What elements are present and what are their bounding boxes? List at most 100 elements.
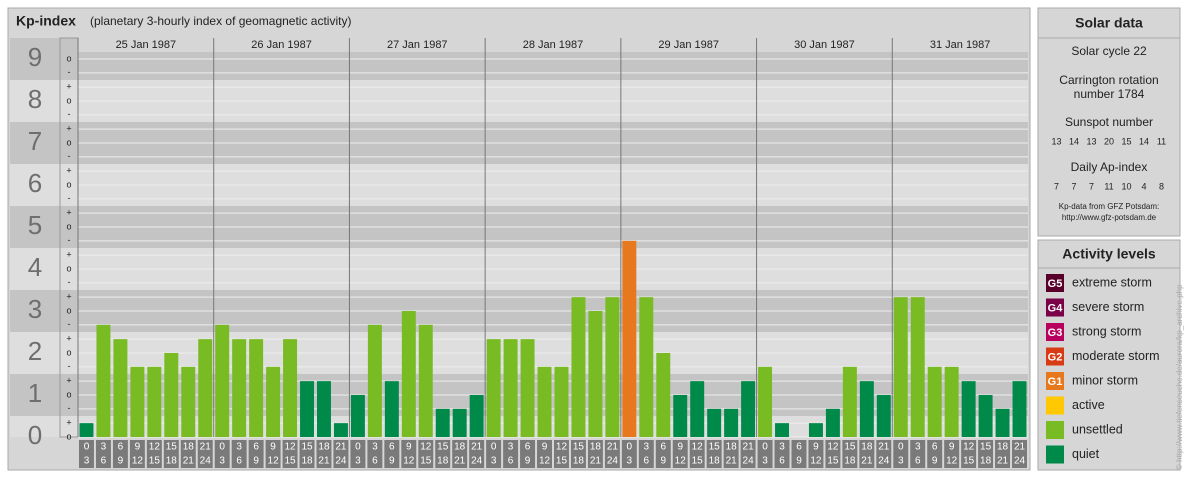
hour-box bbox=[537, 440, 552, 468]
hour-label: 21 bbox=[607, 442, 619, 453]
legend-badge: G2 bbox=[1048, 351, 1063, 363]
hour-box bbox=[825, 440, 841, 468]
hour-box bbox=[333, 440, 349, 468]
hour-label: 15 bbox=[827, 456, 839, 467]
minor-tick-label: - bbox=[68, 193, 71, 203]
bar bbox=[808, 423, 823, 437]
bar bbox=[96, 324, 111, 437]
sunspot-value: 11 bbox=[1157, 136, 1166, 146]
hour-label: 18 bbox=[844, 456, 856, 467]
hour-label: 15 bbox=[573, 442, 585, 453]
legend-swatch bbox=[1046, 421, 1064, 439]
solar-cycle: Solar cycle 22 bbox=[1071, 44, 1147, 58]
legend-label: moderate storm bbox=[1072, 349, 1160, 363]
y-tick-label: 0 bbox=[28, 420, 42, 450]
hour-box bbox=[486, 440, 502, 468]
hour-label: 3 bbox=[627, 456, 633, 467]
hour-label: 24 bbox=[335, 456, 347, 467]
bar bbox=[775, 423, 789, 437]
hour-label: 6 bbox=[389, 442, 395, 453]
legend-swatch bbox=[1046, 372, 1064, 390]
hour-box bbox=[248, 440, 264, 468]
hour-box bbox=[129, 440, 145, 468]
hour-box bbox=[757, 440, 773, 468]
hour-box bbox=[265, 440, 281, 468]
hour-label: 18 bbox=[437, 456, 449, 467]
minor-tick-label: - bbox=[68, 403, 71, 413]
minor-tick-label: + bbox=[66, 166, 71, 176]
legend-label: unsettled bbox=[1072, 422, 1123, 436]
hour-label: 12 bbox=[810, 456, 822, 467]
legend-swatch bbox=[1046, 445, 1064, 464]
bar bbox=[249, 339, 264, 437]
minor-tick-label: o bbox=[66, 263, 71, 273]
bar bbox=[842, 366, 857, 437]
bar bbox=[673, 395, 688, 437]
bar bbox=[181, 366, 196, 437]
minor-tick-label: o bbox=[66, 53, 71, 63]
hour-label: 12 bbox=[149, 442, 161, 453]
hour-label: 3 bbox=[84, 456, 90, 467]
sunspot-title: Sunspot number bbox=[1065, 115, 1153, 129]
hour-label: 6 bbox=[932, 442, 938, 453]
hour-label: 24 bbox=[607, 456, 619, 467]
hour-label: 3 bbox=[779, 442, 785, 453]
day-header-bg bbox=[78, 38, 1028, 52]
hour-label: 9 bbox=[389, 456, 395, 467]
hour-box bbox=[859, 440, 875, 468]
hour-label: 9 bbox=[270, 442, 276, 453]
hour-box bbox=[944, 440, 960, 468]
hour-label: 21 bbox=[997, 456, 1009, 467]
minor-tick-label: - bbox=[68, 235, 71, 245]
hour-label: 21 bbox=[743, 442, 755, 453]
ap-value: 4 bbox=[1141, 181, 1146, 191]
bar bbox=[300, 381, 314, 437]
hour-label: 18 bbox=[573, 456, 585, 467]
bar bbox=[164, 353, 179, 437]
hour-label: 6 bbox=[508, 456, 514, 467]
bar bbox=[690, 381, 705, 437]
hour-label: 3 bbox=[355, 456, 361, 467]
hour-box bbox=[520, 440, 536, 468]
hour-label: 24 bbox=[878, 456, 890, 467]
hour-label: 12 bbox=[827, 442, 839, 453]
bar bbox=[435, 408, 450, 437]
hour-box bbox=[638, 440, 654, 468]
bar bbox=[537, 366, 552, 437]
hour-label: 24 bbox=[471, 456, 483, 467]
hour-box bbox=[740, 440, 756, 468]
bar bbox=[503, 339, 518, 437]
hour-box bbox=[893, 440, 909, 468]
bar bbox=[215, 324, 230, 437]
hour-label: 18 bbox=[726, 442, 738, 453]
legend-badge: G5 bbox=[1048, 278, 1063, 290]
legend-label: severe storm bbox=[1072, 300, 1144, 314]
hour-label: 6 bbox=[101, 456, 107, 467]
legend-swatch bbox=[1046, 347, 1064, 366]
hour-label: 15 bbox=[980, 442, 992, 453]
minor-tick-label: + bbox=[66, 292, 71, 302]
day-label: 29 Jan 1987 bbox=[658, 39, 719, 51]
hour-label: 9 bbox=[135, 442, 141, 453]
bar bbox=[79, 423, 94, 437]
y-tick-label: 9 bbox=[28, 42, 42, 72]
legend-swatch bbox=[1046, 274, 1064, 292]
bar bbox=[944, 366, 959, 437]
bar bbox=[283, 339, 298, 437]
bar bbox=[266, 366, 281, 437]
hour-label: 18 bbox=[301, 456, 313, 467]
bar bbox=[418, 324, 433, 437]
legend-badge: G4 bbox=[1048, 302, 1064, 314]
hour-box bbox=[503, 440, 519, 468]
legend-swatch bbox=[1046, 298, 1064, 317]
hour-label: 12 bbox=[132, 456, 144, 467]
bar bbox=[469, 395, 484, 437]
hour-label: 3 bbox=[236, 442, 242, 453]
day-label: 25 Jan 1987 bbox=[116, 39, 177, 51]
chart-title: Kp-index bbox=[16, 13, 76, 29]
hour-label: 21 bbox=[590, 456, 602, 467]
hour-label: 18 bbox=[861, 442, 873, 453]
hour-label: 15 bbox=[149, 456, 161, 467]
hour-box bbox=[655, 440, 671, 468]
minor-tick-label: o bbox=[66, 137, 71, 147]
